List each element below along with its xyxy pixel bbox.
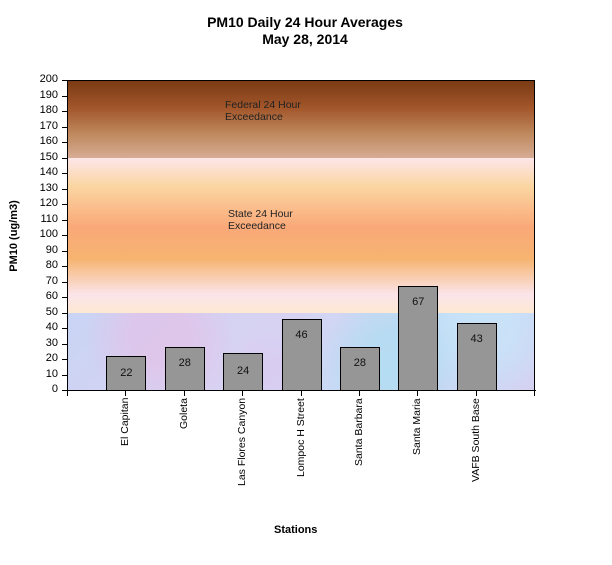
y-tick-label: 30	[45, 336, 58, 349]
y-tick	[62, 343, 67, 345]
y-tick-label: 190	[39, 88, 58, 101]
bar-value-label: 24	[237, 365, 250, 378]
x-tick-label: VAFB South Base	[469, 398, 482, 482]
x-tick	[417, 391, 419, 396]
y-tick-label: 0	[51, 383, 58, 395]
x-tick-label: Las Flores Canyon	[236, 397, 249, 486]
x-tick-label: El Capitan	[119, 397, 132, 446]
y-tick-label: 180	[39, 104, 58, 116]
x-tick	[125, 391, 127, 396]
y-tick-label: 120	[39, 197, 58, 209]
bar	[398, 286, 439, 391]
chart-title: PM10 Daily 24 Hour Averages	[207, 14, 403, 30]
x-axis-title: Stations	[274, 524, 318, 536]
bar-value-label: 67	[412, 296, 425, 309]
bar	[281, 318, 322, 391]
state-exceedance-band: State 24 Hour Exceedance	[68, 158, 534, 314]
y-tick	[62, 80, 67, 81]
x-tick	[183, 391, 185, 396]
bar-value-label: 28	[178, 356, 191, 369]
bar	[106, 355, 147, 391]
y-tick	[62, 235, 67, 236]
y-tick-label: 200	[39, 73, 58, 85]
y-tick	[62, 359, 67, 360]
y-tick	[62, 126, 67, 128]
state-band-label: State 24 Hour Exceedance	[228, 208, 293, 232]
federal-band-label-line1: Federal 24 Hour	[225, 99, 301, 111]
y-tick	[62, 328, 67, 329]
y-tick-label: 60	[45, 290, 58, 302]
x-tick-label: Lompoc H Street	[294, 398, 307, 477]
y-tick-label: 50	[45, 305, 58, 318]
y-tick-label: 130	[39, 181, 58, 194]
y-tick	[62, 250, 67, 252]
y-tick	[62, 188, 67, 190]
federal-exceedance-band: Federal 24 Hour Exceedance	[68, 81, 534, 159]
y-tick	[62, 312, 67, 314]
y-tick-label: 160	[39, 135, 58, 147]
y-tick-label: 40	[45, 321, 58, 333]
bar-value-label: 43	[470, 333, 483, 346]
y-tick-label: 80	[45, 259, 58, 271]
bar	[339, 346, 380, 391]
x-tick	[300, 391, 302, 396]
y-tick	[62, 219, 67, 221]
x-tick	[67, 391, 68, 396]
federal-band-label-line2: Exceedance	[225, 111, 283, 123]
y-tick	[62, 95, 67, 97]
y-tick-label: 20	[45, 352, 58, 364]
bar	[164, 346, 205, 391]
x-tick-label: Goleta	[177, 398, 190, 429]
x-tick-label: Santa Maria	[411, 398, 424, 455]
bar	[456, 323, 497, 391]
y-tick-label: 170	[39, 119, 58, 132]
x-tick	[358, 391, 360, 396]
x-tick	[475, 391, 477, 396]
y-tick	[62, 173, 67, 174]
chart-subtitle: May 28, 2014	[262, 31, 348, 47]
y-tick-label: 150	[39, 150, 58, 163]
x-tick-label: Santa Barbara	[352, 398, 365, 466]
y-axis-title: PM10 (ug/m3)	[8, 200, 20, 272]
bar	[223, 352, 264, 391]
y-tick	[62, 297, 67, 298]
y-tick	[62, 266, 67, 267]
y-tick-label: 110	[40, 212, 58, 225]
state-band-label-line2: Exceedance	[228, 220, 286, 232]
bar-value-label: 28	[353, 356, 366, 369]
y-tick-label: 70	[45, 274, 58, 287]
y-tick	[62, 281, 67, 283]
y-tick-label: 10	[45, 367, 58, 380]
y-axis-line	[67, 80, 68, 391]
y-tick	[62, 157, 67, 159]
y-tick-label: 90	[45, 243, 58, 256]
y-tick-label: 100	[39, 228, 58, 240]
federal-band-label: Federal 24 Hour Exceedance	[225, 99, 301, 123]
y-tick-label: 140	[39, 166, 58, 178]
state-band-label-line1: State 24 Hour	[228, 208, 293, 220]
y-tick	[62, 374, 67, 376]
x-tick	[534, 391, 535, 396]
y-tick	[62, 390, 67, 391]
y-tick	[62, 142, 67, 143]
y-tick	[62, 204, 67, 205]
x-tick	[242, 391, 244, 396]
y-tick	[62, 111, 67, 112]
bar-value-label: 22	[120, 366, 133, 379]
bar-value-label: 46	[295, 328, 308, 341]
